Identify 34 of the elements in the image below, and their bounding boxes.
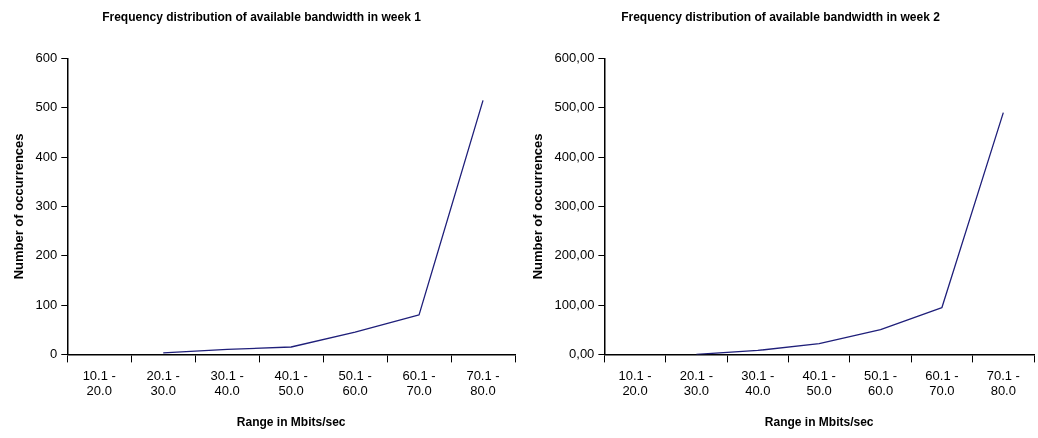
chart-title: Frequency distribution of available bandwidth in week 1	[102, 9, 422, 24]
x-tick-label: 70.1 - 80.0	[466, 367, 500, 399]
y-tick-label: 500,00	[554, 99, 595, 115]
y-tick-label: 400	[35, 148, 58, 164]
y-tick-label: 200,00	[554, 247, 595, 263]
x-tick-label: 20.1 - 30.0	[146, 367, 180, 399]
y-axis-title: Number of occurrences	[530, 133, 546, 280]
x-tick-label: 30.1 - 40.0	[741, 367, 775, 399]
x-tick-label: 10.1 - 20.0	[82, 367, 116, 399]
y-tick-label: 0	[50, 345, 58, 361]
x-tick-label: 50.1 - 60.0	[338, 367, 372, 399]
x-axis-title: Range in Mbits/sec	[236, 415, 346, 430]
y-tick-label: 300	[35, 197, 58, 213]
x-axis-title: Range in Mbits/sec	[764, 415, 874, 430]
x-tick-label: 60.1 - 70.0	[402, 367, 436, 399]
y-tick-label: 500	[35, 99, 58, 115]
y-tick-label: 0,00	[569, 345, 595, 361]
y-tick-label: 200	[35, 247, 58, 263]
x-tick-label: 70.1 - 80.0	[986, 367, 1020, 399]
x-tick-label: 10.1 - 20.0	[618, 367, 652, 399]
y-axis-title: Number of occurrences	[11, 133, 27, 280]
x-tick-label: 30.1 - 40.0	[210, 367, 244, 399]
y-tick-label: 400,00	[554, 148, 595, 164]
chart-title: Frequency distribution of available bandwidth in week 2	[621, 9, 941, 24]
y-tick-label: 100	[35, 296, 58, 312]
x-tick-label: 40.1 - 50.0	[274, 367, 308, 399]
x-tick-label: 20.1 - 30.0	[679, 367, 714, 399]
x-tick-label: 40.1 - 50.0	[802, 367, 836, 399]
y-tick-label: 100,00	[554, 296, 595, 312]
x-tick-label: 60.1 - 70.0	[925, 367, 959, 399]
y-tick-label: 600,00	[554, 49, 595, 65]
x-tick-label: 50.1 - 60.0	[863, 367, 898, 399]
y-tick-label: 300,00	[554, 197, 595, 213]
y-tick-label: 600	[35, 49, 58, 65]
